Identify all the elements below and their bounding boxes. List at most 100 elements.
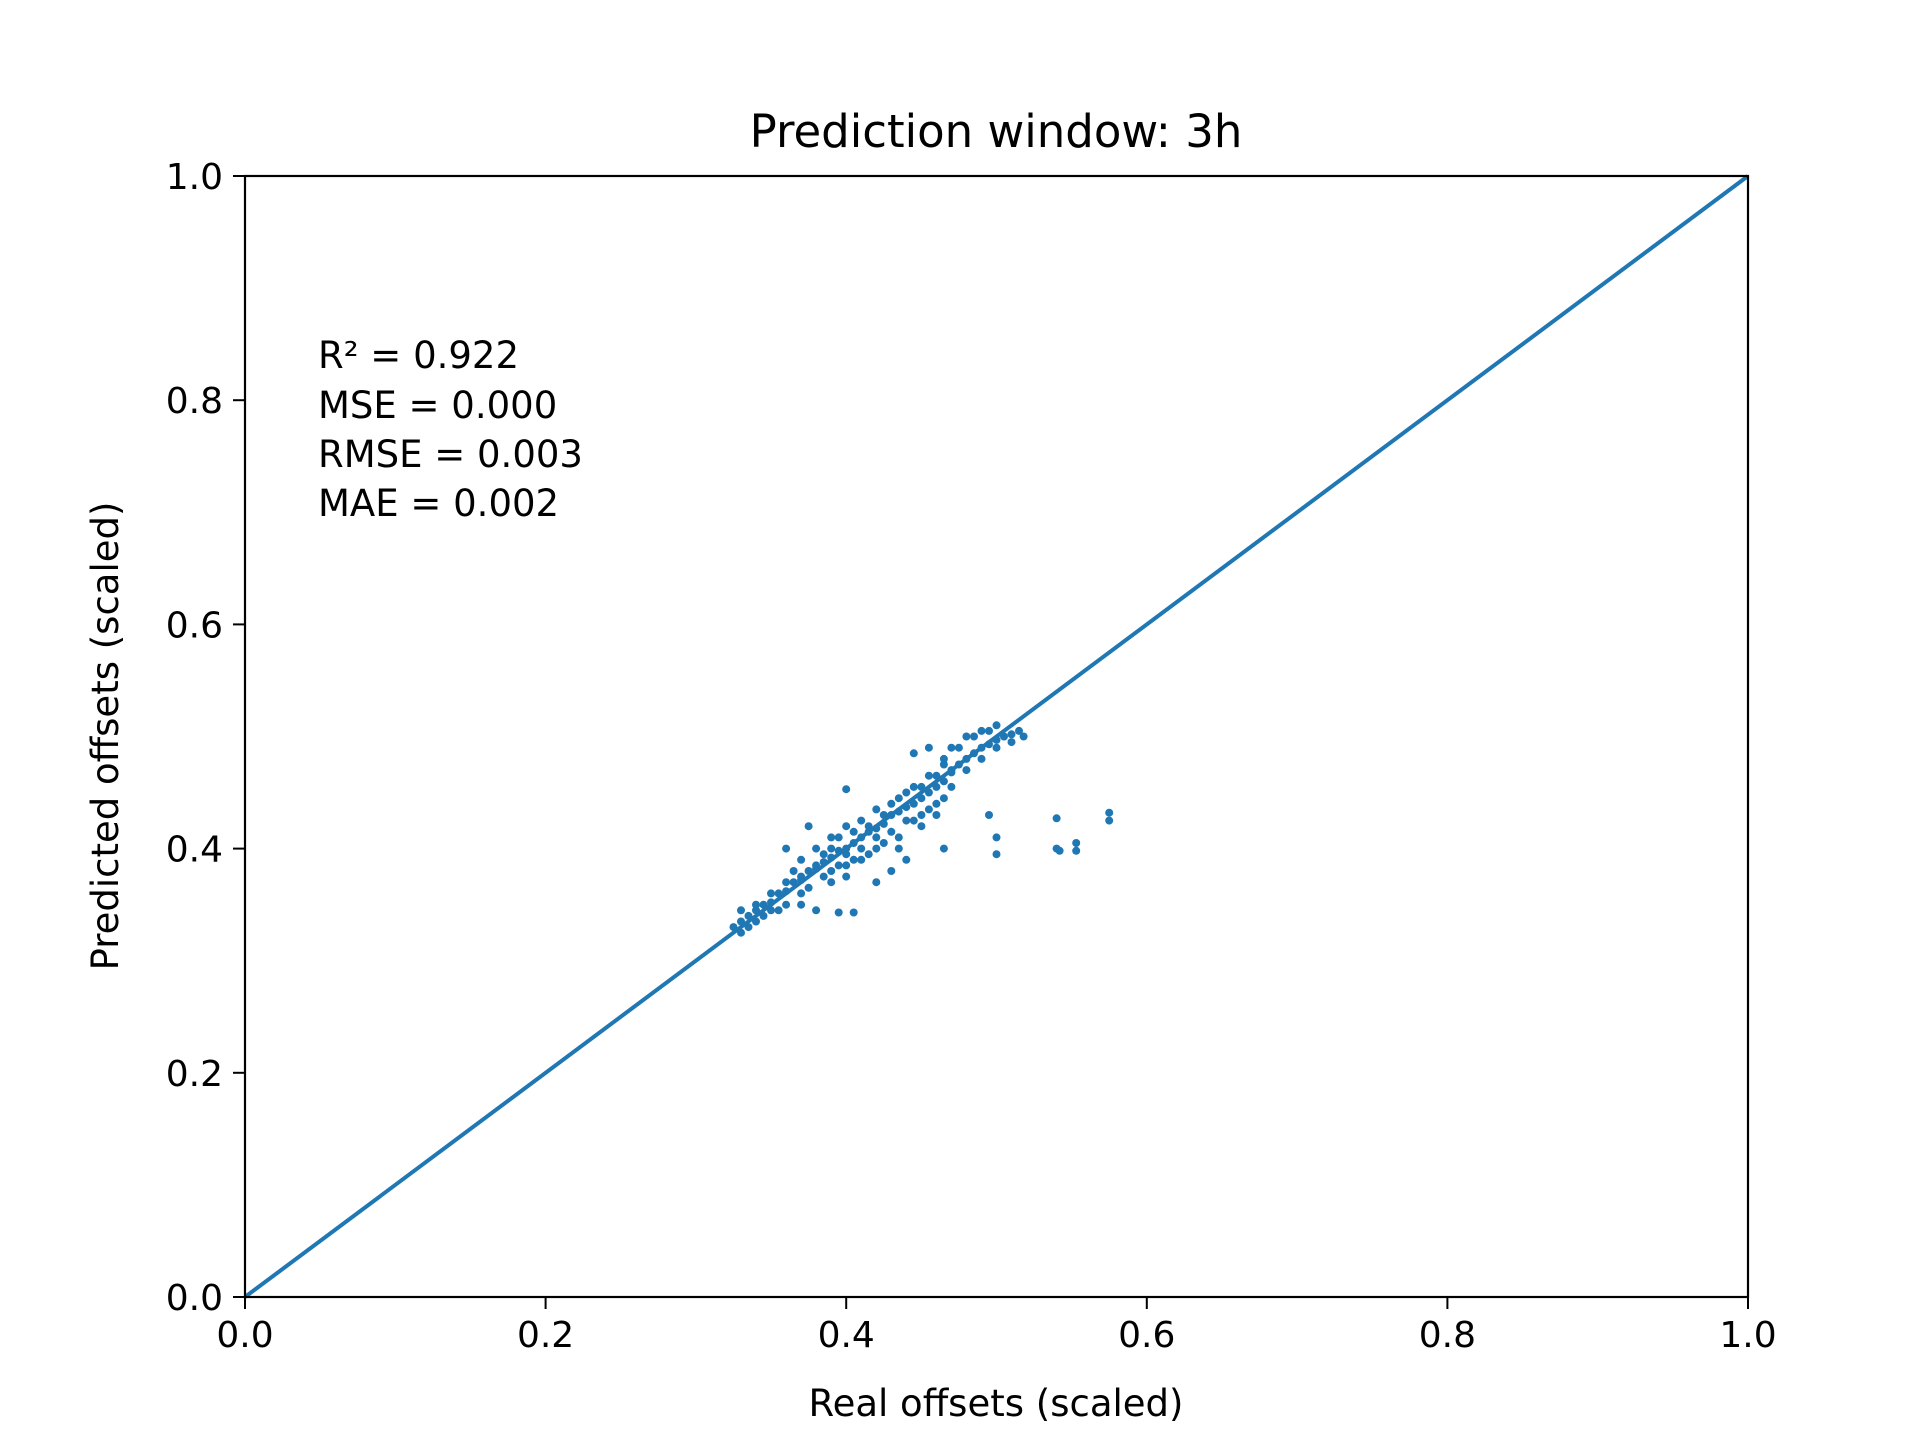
scatter-point <box>939 794 948 803</box>
scatter-point <box>902 788 911 797</box>
scatter-point <box>924 743 933 752</box>
annotation-mse: MSE = 0.000 <box>318 384 557 427</box>
scatter-point <box>962 732 971 741</box>
scatter-point <box>857 855 866 864</box>
scatter-point <box>909 749 918 758</box>
scatter-point <box>917 822 926 831</box>
reference-line <box>243 174 1750 1299</box>
scatter-point <box>939 754 948 763</box>
scatter-point <box>902 816 911 825</box>
scatter-point <box>902 855 911 864</box>
scatter-point <box>752 900 760 909</box>
scatter-point <box>1052 814 1061 823</box>
scatter-point <box>887 799 896 808</box>
scatter-point <box>887 827 896 836</box>
scatter-point <box>939 760 948 769</box>
scatter-point <box>797 889 806 898</box>
scatter-point <box>1007 738 1016 747</box>
scatter-point <box>872 833 881 842</box>
scatter-point <box>1072 839 1081 847</box>
scatter-point <box>737 906 745 915</box>
scatter-point <box>939 844 948 853</box>
scatter-point <box>842 861 851 870</box>
y-tick-label: 0.0 <box>166 1278 223 1319</box>
scatter-point <box>992 721 1001 730</box>
annotation-mae: MAE = 0.002 <box>318 482 559 525</box>
annotation-rmse: RMSE = 0.003 <box>318 433 583 476</box>
scatter-point <box>842 872 851 881</box>
scatter-point <box>1105 808 1114 817</box>
scatter-point <box>985 726 993 735</box>
scatter-point <box>992 850 1001 859</box>
scatter-point <box>849 827 858 836</box>
scatter-point <box>947 782 956 791</box>
scatter-point <box>864 850 873 859</box>
scatter-point <box>827 878 836 887</box>
scatter-point <box>827 833 836 842</box>
scatter-point <box>947 743 956 752</box>
x-tick-label: 0.6 <box>1118 1315 1175 1356</box>
scatter-point <box>909 782 918 791</box>
x-tick-label: 0.8 <box>1419 1315 1476 1356</box>
scatter-point <box>872 878 881 887</box>
scatter-point <box>804 822 813 831</box>
scatter-point <box>797 855 806 864</box>
scatter-point <box>819 850 828 859</box>
scatter-point <box>992 743 1001 752</box>
scatter-point <box>834 833 843 842</box>
scatter-point <box>924 805 933 814</box>
scatter-point <box>827 867 836 875</box>
scatter-point <box>1015 726 1023 735</box>
scatter-point <box>977 754 986 763</box>
scatter-point <box>1019 732 1028 741</box>
scatter-point <box>774 906 783 915</box>
scatter-point <box>879 839 888 847</box>
y-axis: 0.0 0.2 0.4 0.6 0.8 1.0 <box>166 157 245 1319</box>
metrics-annotation: R² = 0.922 MSE = 0.000 RMSE = 0.003 MAE … <box>318 334 583 525</box>
scatter-point <box>894 794 903 803</box>
scatter-point <box>797 900 806 909</box>
x-tick-label: 1.0 <box>1719 1315 1776 1356</box>
x-tick-label: 0.4 <box>818 1315 875 1356</box>
scatter-point <box>782 844 791 853</box>
y-tick-label: 0.4 <box>166 830 223 871</box>
y-tick-label: 1.0 <box>166 157 223 198</box>
scatter-point <box>932 811 941 819</box>
x-axis-label: Real offsets (scaled) <box>809 1382 1184 1425</box>
scatter-point <box>857 816 866 825</box>
annotation-r2: R² = 0.922 <box>318 334 519 377</box>
scatter-series <box>729 721 1114 937</box>
scatter-point <box>1007 730 1016 739</box>
scatter-point <box>842 822 851 831</box>
scatter-point <box>812 844 821 853</box>
scatter-point <box>782 878 791 887</box>
chart-title: Prediction window: 3h <box>750 105 1243 158</box>
scatter-point <box>849 908 858 917</box>
scatter-point <box>894 833 903 842</box>
scatter-point <box>842 785 851 794</box>
plot-frame <box>243 174 1750 1299</box>
x-tick-label: 0.2 <box>517 1315 574 1356</box>
scatter-point <box>932 799 941 808</box>
scatter-point <box>834 908 843 917</box>
scatter-point <box>782 900 791 909</box>
scatter-point <box>894 844 903 853</box>
y-tick-label: 0.6 <box>166 605 223 646</box>
x-tick-label: 0.0 <box>216 1315 273 1356</box>
scatter-point <box>834 861 843 870</box>
y-tick-label: 0.8 <box>166 381 223 422</box>
scatter-point <box>970 732 978 741</box>
scatter-point <box>985 811 993 819</box>
scatter-point <box>909 816 918 825</box>
scatter-point <box>819 872 828 881</box>
scatter-point <box>767 889 775 898</box>
scatter-point <box>1055 846 1064 855</box>
y-axis-label: Predicted offsets (scaled) <box>84 502 127 971</box>
scatter-point <box>977 726 986 735</box>
scatter-point <box>992 833 1001 842</box>
scatter-point <box>857 844 866 853</box>
scatter-point <box>887 867 896 875</box>
scatter-point <box>924 771 933 780</box>
scatter-point <box>1072 846 1081 855</box>
